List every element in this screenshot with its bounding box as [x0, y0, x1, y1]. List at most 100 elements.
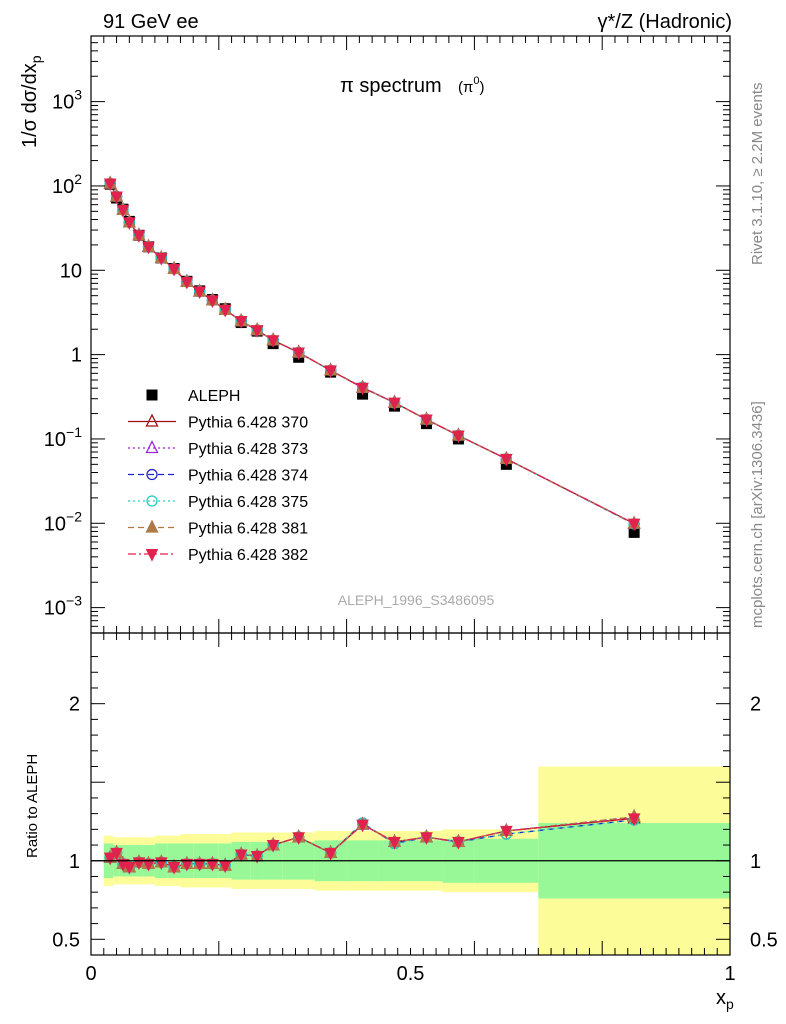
- top-tick-labels: 10−3 10−2 10−1 1 10 102 103: [44, 87, 82, 620]
- data-point: [452, 430, 465, 444]
- legend-marker: [146, 389, 158, 401]
- y-tick-label-top: 10−2: [44, 508, 82, 535]
- legend-entry: Pythia 6.428 375: [128, 494, 308, 511]
- rivet-label: Rivet 3.1.10, ≥ 2.2M events: [749, 83, 766, 266]
- y-tick-label-ratio: 2: [69, 694, 80, 716]
- data-point: [356, 382, 369, 396]
- legend-entry: Pythia 6.428 374: [128, 468, 308, 485]
- watermark-label: ALEPH_1996_S3486095: [338, 592, 495, 608]
- ratio-point: [180, 858, 194, 872]
- top-axes: [90, 35, 731, 634]
- y-tick-label-top: 103: [52, 87, 82, 114]
- legend-entry: Pythia 6.428 381: [128, 519, 308, 538]
- ratio-point: [206, 858, 219, 872]
- data-point: [103, 178, 117, 192]
- ratio-point: [103, 852, 117, 866]
- legend-marker: [146, 495, 158, 507]
- ratio-point: [250, 851, 264, 864]
- y-tick-label-ratio-right: 2: [750, 694, 761, 716]
- data-point: [193, 286, 206, 300]
- ratio-point: [420, 832, 433, 845]
- legend-label: Pythia 6.428 381: [188, 521, 308, 538]
- data-point: [324, 365, 337, 379]
- legend-label: Pythia 6.428 375: [188, 494, 308, 511]
- legend-marker: [145, 549, 159, 562]
- mcplots-label: mcplots.cern.ch [arXiv:1306.3436]: [749, 401, 766, 628]
- legend-label: Pythia 6.428 370: [188, 415, 308, 432]
- ratio-point: [452, 836, 465, 850]
- legend-marker: [145, 519, 159, 533]
- data-point: [123, 217, 136, 230]
- ratio-point: [627, 813, 641, 826]
- y-tick-label-top: 10−1: [44, 424, 82, 451]
- y-tick-label-ratio: 0.5: [52, 929, 80, 951]
- y-tick-label-ratio-right: 1: [750, 851, 761, 873]
- legend-label: Pythia 6.428 374: [188, 468, 308, 485]
- data-point: [420, 414, 433, 428]
- x-tick-label: 0.5: [397, 963, 425, 985]
- data-point: [154, 252, 168, 266]
- data-point: [627, 518, 641, 532]
- ratio-series-markers: [103, 808, 641, 875]
- data-point: [250, 325, 264, 338]
- legend-label: Pythia 6.428 382: [188, 547, 308, 564]
- y-tick-label-top: 102: [52, 171, 82, 198]
- legend: ALEPH Pythia 6.428 370 Pythia 6.428 373 Pyt…: [128, 388, 308, 564]
- legend-marker: [145, 413, 159, 427]
- legend-marker: [146, 468, 158, 481]
- y-axis-label-top: 1/σ dσ/dxp: [19, 55, 44, 148]
- x-tick-label: 0: [85, 963, 96, 985]
- plot-title-suffix: (π0): [458, 75, 484, 96]
- ratio-point: [266, 840, 280, 853]
- y-tick-label-top: 10−3: [44, 593, 82, 620]
- ratio-point: [142, 858, 155, 872]
- data-point: [292, 347, 305, 361]
- data-point: [234, 316, 248, 329]
- header-left-label: 91 GeV ee: [103, 11, 199, 33]
- ratio-tick-labels: 0.5 0.51 12 20 0.5 1: [52, 694, 778, 985]
- data-point: [116, 204, 130, 218]
- data-point: [218, 304, 232, 318]
- top-frame: [90, 35, 731, 634]
- ratio-point: [356, 819, 369, 833]
- ratio-point: [388, 836, 401, 850]
- ratio-point: [167, 862, 181, 875]
- data-point: [167, 263, 181, 277]
- ratio-point: [324, 847, 337, 861]
- ratio-point: [110, 847, 123, 861]
- y-tick-label-top: 1: [71, 345, 82, 367]
- legend-entry: ALEPH: [146, 388, 240, 405]
- ratio-point: [292, 832, 305, 845]
- ratio-point: [193, 858, 206, 872]
- legend-entry: Pythia 6.428 370: [128, 413, 308, 432]
- legend-label: ALEPH: [188, 388, 240, 405]
- data-point: [110, 191, 123, 205]
- ratio-point: [234, 849, 248, 863]
- data-point: [266, 335, 280, 348]
- y-tick-label-top: 10: [60, 260, 82, 282]
- ratio-axes: [90, 632, 731, 956]
- legend-entry: Pythia 6.428 382: [128, 547, 308, 564]
- ratio-point: [500, 825, 513, 839]
- x-tick-label: 1: [724, 963, 735, 985]
- main-plot-panel: π spectrum (π0) ALEPH_1996_S3486095 1/σ …: [19, 55, 494, 608]
- top-series-markers: [103, 175, 641, 538]
- data-point: [142, 241, 155, 255]
- legend-label: Pythia 6.428 373: [188, 441, 308, 458]
- x-axis-label: xp: [716, 987, 734, 1012]
- y-axis-label-bottom: Ratio to ALEPH: [24, 754, 41, 858]
- y-tick-label-ratio-right: 0.5: [750, 929, 778, 951]
- data-point: [500, 453, 513, 467]
- data-point: [132, 230, 146, 243]
- legend-marker: [145, 440, 159, 454]
- ratio-point: [123, 862, 136, 875]
- header-right-label: γ*/Z (Hadronic): [598, 11, 732, 33]
- data-point: [206, 295, 219, 308]
- plot-title: π spectrum: [340, 75, 442, 97]
- data-point: [628, 526, 640, 538]
- legend-entry: Pythia 6.428 373: [128, 440, 308, 458]
- y-tick-label-ratio: 1: [69, 851, 80, 873]
- data-point: [180, 276, 194, 290]
- data-point: [388, 397, 401, 411]
